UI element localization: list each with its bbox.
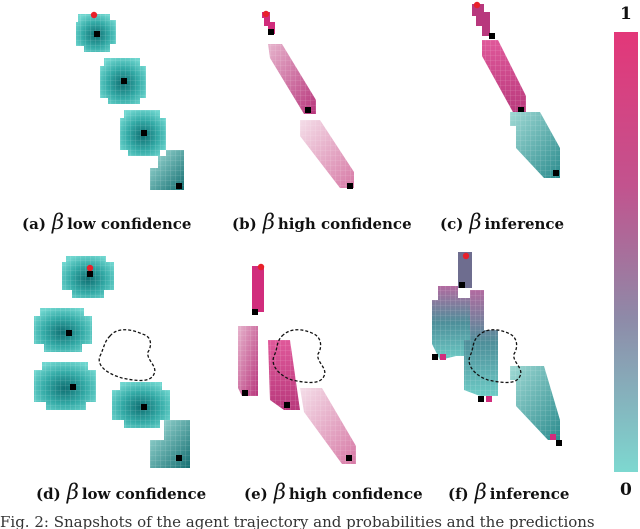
panel-c — [472, 1, 560, 178]
goal-marker — [459, 282, 465, 288]
caption-c: (c) β inference — [440, 210, 565, 234]
caption-e: (e) β high confidence — [244, 480, 423, 504]
stripe-f1 — [458, 252, 472, 288]
goal-marker — [176, 455, 182, 461]
panel-e — [238, 263, 356, 464]
stripe-b3 — [300, 120, 354, 188]
caption-f: (f) β inference — [448, 480, 570, 504]
stripe-b2 — [268, 44, 316, 114]
goal-marker — [121, 78, 127, 84]
goal-marker — [141, 130, 147, 136]
colorbar-min-label: 0 — [620, 480, 632, 500]
goal-marker — [70, 384, 76, 390]
goal-marker — [518, 107, 524, 113]
goal-marker — [268, 29, 274, 35]
goal-marker — [347, 183, 353, 189]
stripe-e4 — [300, 388, 356, 464]
goal-marker — [176, 183, 182, 189]
start-marker — [90, 11, 98, 19]
stripe-c1 — [472, 4, 490, 36]
goal-marker — [432, 354, 438, 360]
blob-f4 — [510, 366, 560, 440]
figure-caption-text: Fig. 2: Snapshots of the agent trajector… — [0, 514, 595, 529]
start-marker — [473, 1, 481, 9]
goal-marker — [556, 440, 562, 446]
goal-marker — [305, 107, 311, 113]
start-marker — [462, 252, 470, 260]
blob-d2 — [34, 308, 92, 352]
goal-marker — [284, 402, 290, 408]
blob-f3 — [464, 290, 498, 396]
stripe-e2 — [238, 326, 258, 396]
panel-a — [76, 11, 184, 190]
obstacle-outline — [272, 329, 326, 384]
goal-marker — [252, 309, 258, 315]
colorbar-max-label: 1 — [620, 4, 632, 24]
stripe-c2 — [482, 40, 526, 114]
caption-b: (b) β high confidence — [232, 210, 412, 234]
goal-marker — [66, 330, 72, 336]
goal-marker — [553, 170, 559, 176]
goal-marker — [242, 390, 248, 396]
blob-d3 — [34, 362, 96, 410]
stripe-e3 — [268, 340, 300, 410]
goal-marker — [141, 404, 147, 410]
panel-f — [432, 252, 562, 446]
pink-endpoint — [486, 396, 492, 402]
goal-marker — [478, 396, 484, 402]
goal-marker — [94, 31, 100, 37]
caption-d: (d) β low confidence — [36, 480, 207, 504]
pink-endpoint — [440, 354, 446, 360]
obstacle-outline — [98, 329, 156, 382]
start-marker — [262, 10, 270, 18]
stripe-b1 — [262, 12, 275, 34]
blob-a4 — [150, 150, 184, 190]
stripe-e1 — [252, 266, 264, 312]
blob-c3 — [510, 112, 560, 178]
colorbar — [614, 32, 638, 472]
start-marker — [86, 264, 94, 272]
panel-b — [262, 10, 354, 189]
goal-marker — [489, 33, 495, 39]
goal-marker — [346, 455, 352, 461]
pink-endpoint — [550, 434, 556, 440]
panel-d — [34, 256, 190, 468]
obstacle-outline — [468, 329, 522, 384]
caption-a: (a) β low confidence — [22, 210, 192, 234]
start-marker — [257, 263, 265, 271]
goal-marker — [87, 271, 93, 277]
